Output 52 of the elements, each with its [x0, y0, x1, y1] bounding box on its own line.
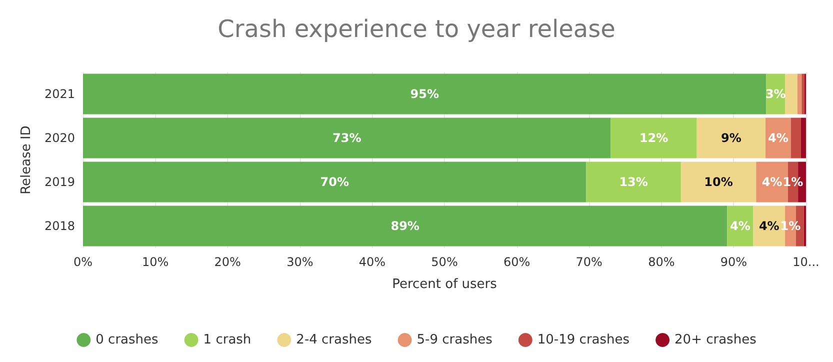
- y-axis-title: Release ID: [19, 126, 34, 194]
- x-tick-label: 60%: [503, 255, 530, 269]
- x-tick-label: 50%: [431, 255, 458, 269]
- x-tick-label: 10%: [142, 255, 169, 269]
- bar: [610, 118, 697, 158]
- data-label: 70%: [320, 175, 349, 189]
- bar: [790, 118, 801, 158]
- data-label: 89%: [390, 219, 420, 233]
- data-label: 9%: [720, 131, 742, 145]
- legend-label: 1 crash: [203, 332, 252, 348]
- chart-title: Crash experience to year release: [218, 15, 616, 43]
- legend-label: 2-4 crashes: [296, 332, 372, 348]
- data-label: 4%: [768, 131, 788, 145]
- data-label: 10%: [704, 175, 733, 189]
- legend-label: 10-19 crashes: [537, 332, 630, 348]
- data-label: 1%: [780, 219, 801, 233]
- x-tick-label: 80%: [648, 255, 675, 269]
- data-label: 13%: [619, 175, 648, 189]
- data-label: 73%: [332, 131, 362, 145]
- legend-label: 0 crashes: [96, 332, 159, 348]
- bar: [802, 74, 805, 114]
- x-tick-label: 70%: [576, 255, 602, 269]
- data-label: 1%: [782, 175, 804, 189]
- bar: [680, 162, 756, 202]
- x-axis-title: Percent of users: [392, 277, 498, 292]
- legend-label: 20+ crashes: [674, 332, 757, 348]
- bar: [83, 118, 611, 158]
- bar: [586, 162, 681, 202]
- y-tick-label: 2018: [44, 219, 75, 233]
- data-label: 3%: [765, 87, 786, 101]
- x-tick-label: 40%: [358, 255, 386, 269]
- x-tick-label: 30%: [286, 255, 314, 269]
- bar: [800, 118, 806, 158]
- y-tick-label: 2020: [44, 131, 75, 145]
- bar: [83, 206, 728, 246]
- x-tick-label: 10...: [792, 255, 820, 269]
- bar: [83, 74, 766, 114]
- bar: [785, 74, 798, 114]
- x-tick-label: 0%: [73, 255, 93, 269]
- data-label: 4%: [762, 175, 782, 189]
- data-label: 4%: [758, 219, 780, 233]
- y-tick-label: 2021: [44, 87, 75, 101]
- x-tick-label: 90%: [720, 255, 748, 269]
- y-tick-label: 2019: [44, 175, 75, 189]
- data-label: 12%: [639, 131, 668, 145]
- bar: [696, 118, 766, 158]
- x-tick-label: 20%: [214, 255, 241, 269]
- data-label: 95%: [410, 87, 439, 101]
- legend-label: 5-9 crashes: [416, 332, 493, 348]
- bar: [83, 162, 586, 202]
- data-label: 4%: [730, 219, 750, 233]
- bar: [797, 74, 802, 114]
